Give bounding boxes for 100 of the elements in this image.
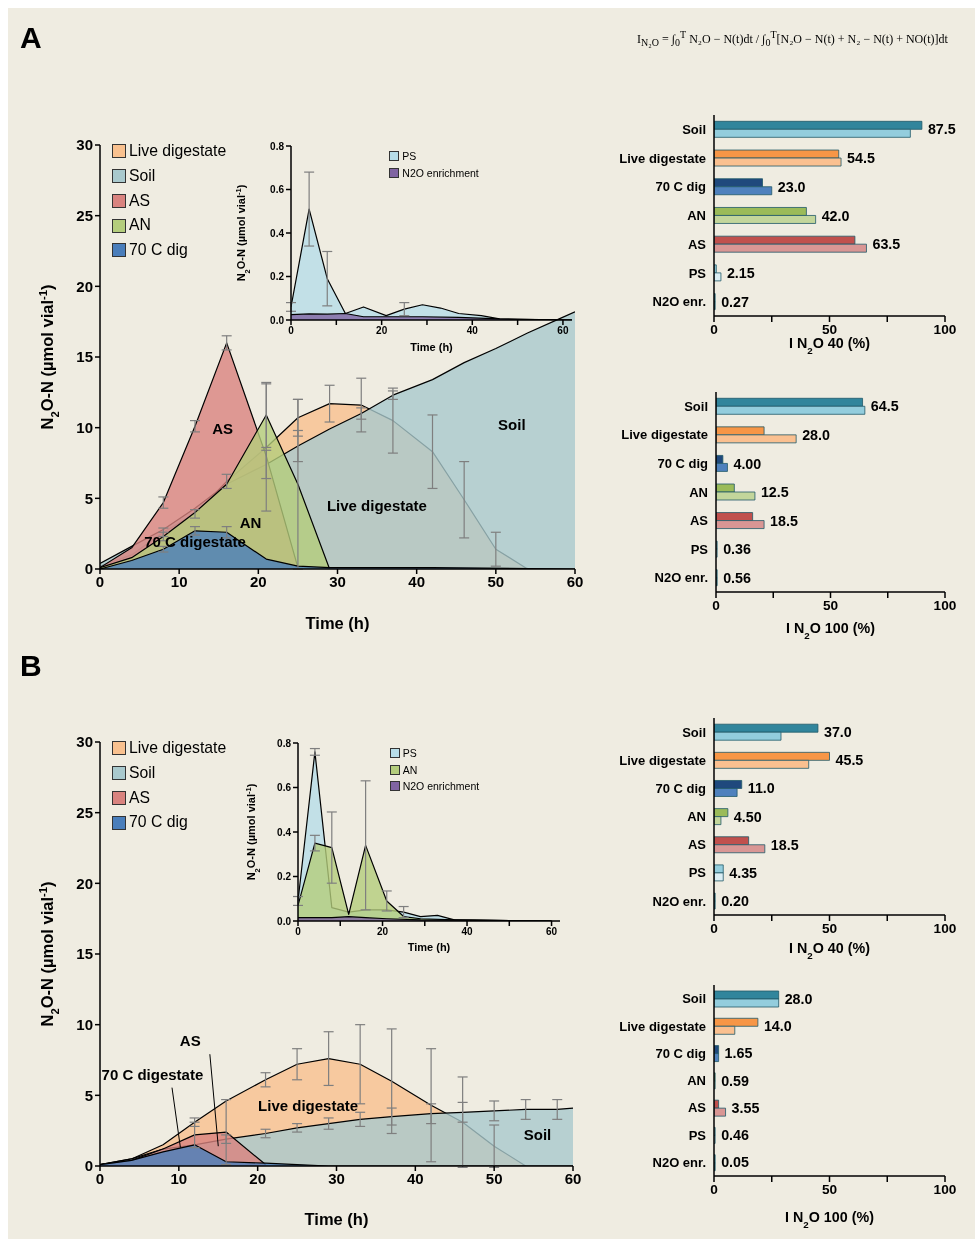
chart-title: B xyxy=(20,648,42,684)
y-tick-label: 15 xyxy=(76,348,93,366)
y-tick-label: 0.8 xyxy=(277,737,292,749)
annotation: Soil xyxy=(498,415,526,433)
chart-title: A xyxy=(20,20,42,56)
annotation: AN xyxy=(239,513,262,531)
y-tick-label: 70 C dig xyxy=(657,456,709,472)
y-tick-label: 15 xyxy=(76,945,93,963)
text: I$_{N₂O}$ = ∫$_{0}$$^{T}$ N₂O − N(t)dt / ∫$_{0}$$^{T}$[N₂O − N(t) + N₂ − N(t) + NO(t)]dt xyxy=(637,29,948,49)
y-tick-label: Soil xyxy=(682,121,706,137)
annotation: AS xyxy=(179,1032,201,1050)
x-tick-label: 50 xyxy=(485,1169,503,1187)
x-tick-label: 40 xyxy=(461,926,474,938)
annotation: Live digestate xyxy=(258,1096,359,1114)
x-tick-label: 0 xyxy=(95,572,105,590)
y-tick-label: 70 C dig xyxy=(655,780,707,796)
x-tick-label: 60 xyxy=(564,1169,582,1187)
annotation: 63.5 xyxy=(872,236,901,253)
annotation: Live digestate xyxy=(326,496,427,514)
legend-label: Live digestate xyxy=(129,141,227,161)
x-axis-title: I N$_{2}$O 40 (%) xyxy=(789,940,871,961)
y-tick-label: 70 C dig xyxy=(655,179,707,195)
x-tick-label: 0 xyxy=(712,597,721,613)
annotation: 3.55 xyxy=(731,1099,760,1116)
x-tick-label: 60 xyxy=(545,926,558,938)
x-tick-label: 30 xyxy=(328,1169,345,1187)
y-tick-label: 10 xyxy=(76,1015,93,1033)
y-tick-label: Live digestate xyxy=(619,1018,706,1034)
annotation: 12.5 xyxy=(760,484,789,501)
annotation: 11.0 xyxy=(747,780,775,797)
y-tick-label: 25 xyxy=(76,206,93,224)
y-tick-label: 30 xyxy=(76,136,93,154)
annotation: 2.15 xyxy=(726,265,755,282)
y-tick-label: 0.6 xyxy=(270,184,285,196)
x-tick-label: 100 xyxy=(933,597,957,613)
y-tick-label: 0.4 xyxy=(277,826,292,838)
y-tick-label: N2O enr. xyxy=(652,294,706,310)
annotation: 0.36 xyxy=(723,541,752,558)
y-tick-label: 20 xyxy=(76,874,93,892)
x-axis-title: I N$_{2}$O 40 (%) xyxy=(789,335,871,356)
y-tick-label: 25 xyxy=(76,803,93,821)
y-tick-label: PS xyxy=(690,541,709,557)
y-tick-label: 20 xyxy=(76,277,93,295)
annotation: 4.35 xyxy=(729,864,758,881)
y-tick-label: 0.8 xyxy=(270,140,285,152)
legend-label: Soil xyxy=(129,165,156,186)
annotation: 18.5 xyxy=(770,512,798,529)
x-tick-label: 50 xyxy=(821,920,838,936)
annotation: 28.0 xyxy=(784,990,813,1007)
y-tick-label: AS xyxy=(687,837,707,853)
legend-label: AS xyxy=(129,787,151,808)
annotation: 42.0 xyxy=(821,207,850,224)
y-tick-label: 0 xyxy=(84,560,93,578)
annotation: 0.05 xyxy=(721,1154,750,1171)
x-tick-label: 40 xyxy=(408,572,426,590)
x-tick-label: 0 xyxy=(710,920,719,936)
annotation: 28.0 xyxy=(802,426,831,443)
x-tick-label: 40 xyxy=(406,1169,424,1187)
annotation: 70 C digestate xyxy=(101,1065,204,1083)
y-tick-label: AN xyxy=(687,208,706,224)
y-tick-label: 0 xyxy=(84,1157,93,1175)
x-axis-title: Time (h) xyxy=(407,941,451,953)
x-tick-label: 0 xyxy=(95,1169,105,1187)
legend-label: AN xyxy=(129,215,151,236)
legend-label: PS xyxy=(402,746,417,761)
x-tick-label: 60 xyxy=(566,572,584,590)
legend-label: 70 C dig xyxy=(129,812,188,833)
y-tick-label: 5 xyxy=(84,489,93,507)
y-tick-label: N2O enr. xyxy=(654,570,708,586)
legend-label: N2O enrichment xyxy=(402,165,479,181)
x-tick-label: 20 xyxy=(376,926,389,938)
x-tick-label: 0 xyxy=(710,1181,719,1197)
y-tick-label: Live digestate xyxy=(619,150,706,166)
x-tick-label: 20 xyxy=(249,572,267,590)
x-tick-label: 50 xyxy=(821,1181,838,1197)
x-tick-label: 10 xyxy=(170,1169,188,1187)
x-tick-label: 100 xyxy=(933,920,957,936)
y-tick-label: AS xyxy=(689,513,709,529)
y-tick-label: Soil xyxy=(682,991,706,1007)
y-tick-label: 30 xyxy=(76,733,93,751)
annotation: 0.27 xyxy=(721,293,750,310)
y-tick-label: AN xyxy=(687,1073,706,1089)
y-tick-label: N2O enr. xyxy=(652,1154,706,1170)
y-tick-label: 10 xyxy=(76,418,93,436)
x-axis-title: I N$_{2}$O 100 (%) xyxy=(786,620,876,641)
y-tick-label: 0.0 xyxy=(270,314,285,326)
x-tick-label: 0 xyxy=(295,926,302,938)
annotation: 1.65 xyxy=(724,1045,753,1062)
annotation: 0.59 xyxy=(721,1072,750,1089)
y-tick-label: AS xyxy=(687,236,707,252)
x-tick-label: 0 xyxy=(710,321,719,337)
x-tick-label: 50 xyxy=(822,597,839,613)
legend-label: AN xyxy=(402,762,418,778)
y-tick-label: N2O enr. xyxy=(652,893,706,909)
y-tick-label: 0.2 xyxy=(270,271,285,283)
annotation: 0.20 xyxy=(721,893,750,910)
x-tick-label: 50 xyxy=(487,572,505,590)
legend-label: AS xyxy=(129,190,151,211)
legend-label: PS xyxy=(402,149,417,164)
x-tick-label: 10 xyxy=(170,572,188,590)
